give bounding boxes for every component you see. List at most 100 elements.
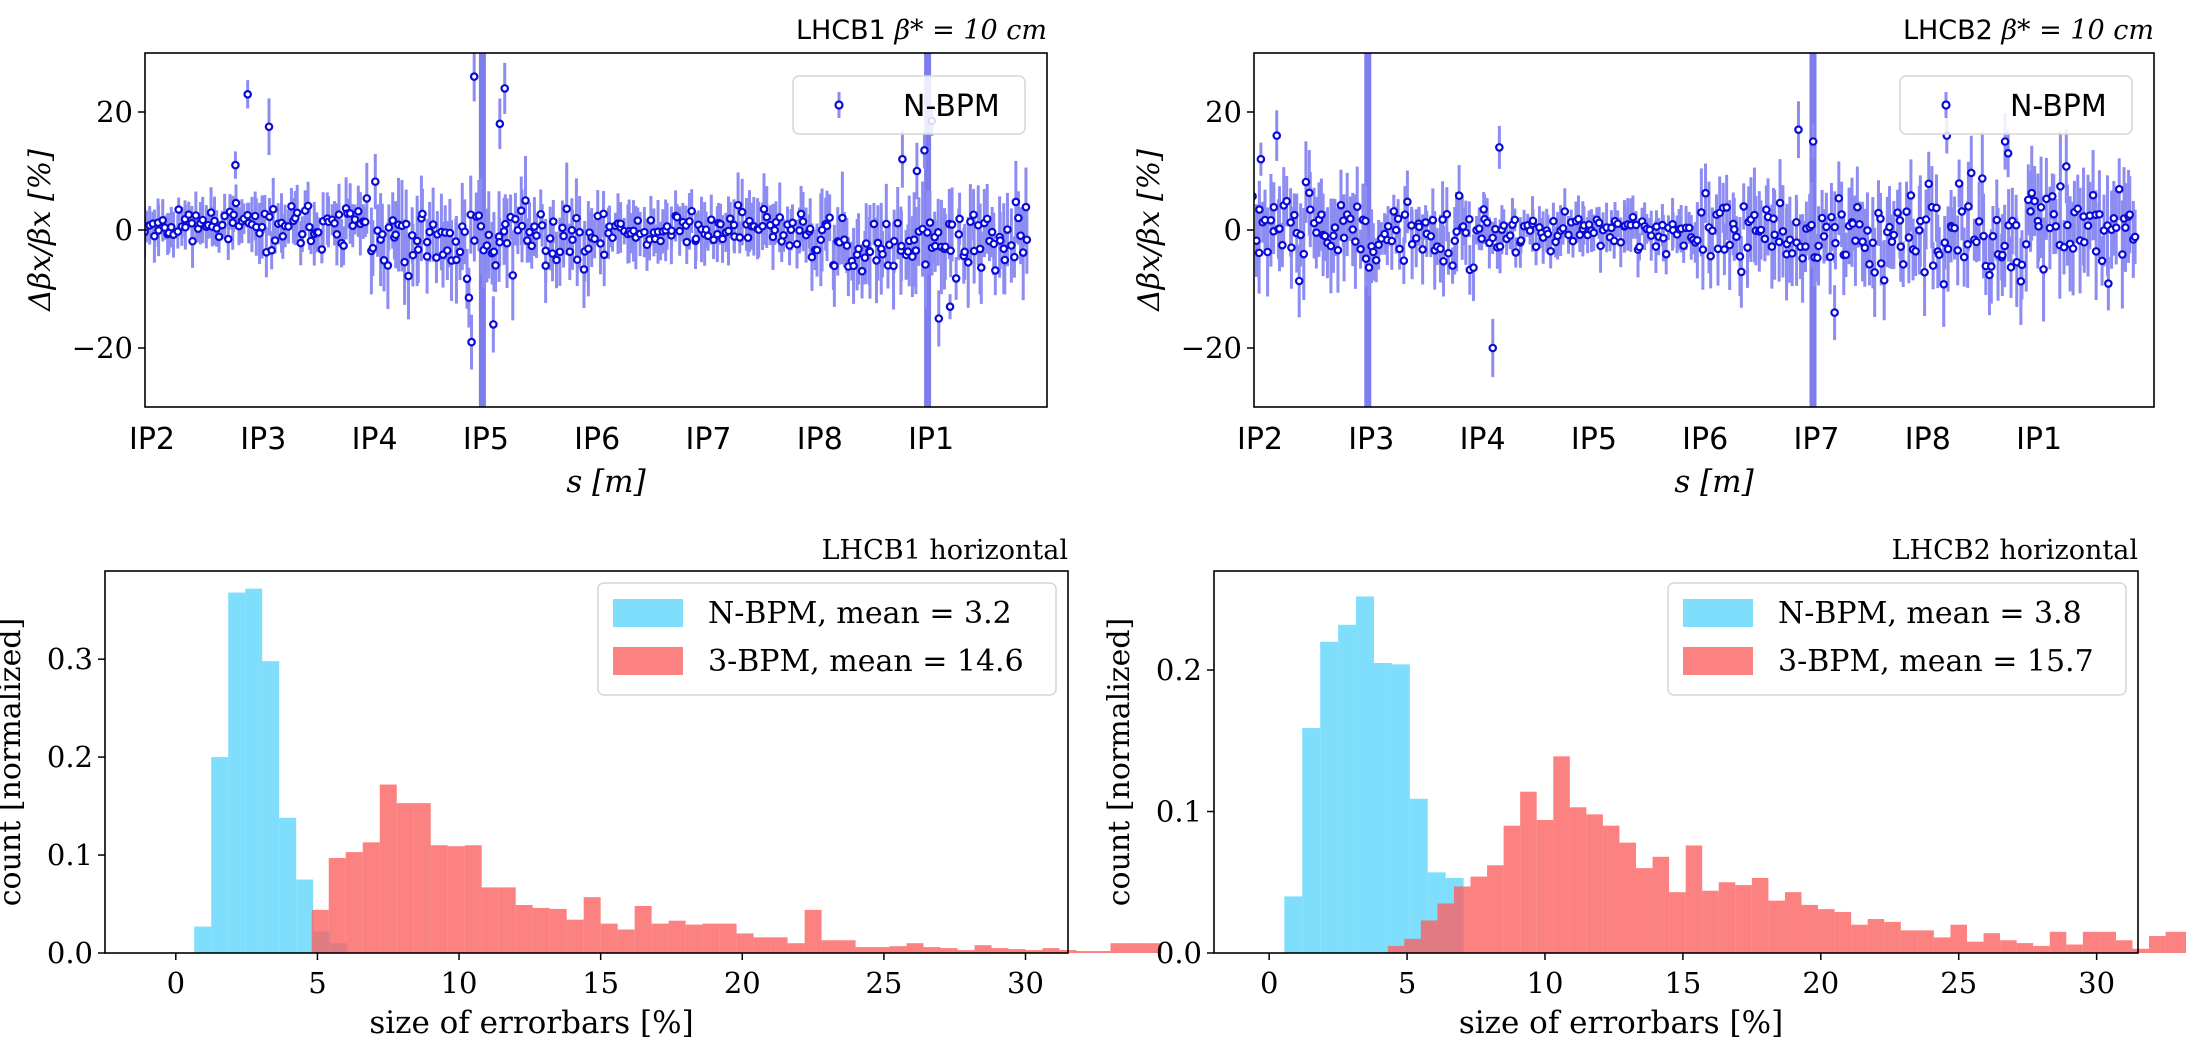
legend-box [1899,75,2133,135]
histogram-bar [1751,878,1769,953]
data-point [1841,250,1851,260]
data-point [1992,215,2002,225]
x-tick-label: IP4 [1460,422,1506,457]
histogram-bar [702,923,720,953]
data-point [451,237,461,246]
data-point [1505,231,1515,240]
legend-box [792,75,1026,135]
data-point [2026,207,2035,216]
data-point [1351,237,1360,246]
data-point [1296,230,1305,240]
data-point [243,90,252,99]
data-point [724,226,733,236]
histogram-bar [1076,951,1094,953]
histogram-bar [549,908,567,953]
data-point [2063,220,2072,230]
data-point [1760,234,1770,244]
data-point [822,221,832,231]
histogram-bar [1470,876,1488,953]
data-point [495,237,504,247]
data-point [303,201,313,211]
data-point [1290,210,1299,220]
data-point [1851,236,1860,245]
data-point [925,218,935,227]
data-point [878,249,887,259]
data-point [1889,230,1899,240]
data-point [685,217,694,226]
histogram-bar [1387,945,1405,953]
data-point [1963,240,1972,249]
histogram-bar [787,943,805,953]
histogram-bar [262,661,280,953]
data-point [1294,276,1304,286]
histogram-bar [2182,931,2186,953]
data-point [370,177,380,186]
data-point [1906,191,1916,200]
data-point [495,119,505,129]
data-point [264,122,274,132]
data-point [2118,250,2127,259]
data-point [345,209,355,218]
histogram-bar [770,937,788,953]
data-point [796,209,806,219]
legend-box [1667,582,2127,696]
data-point [1834,193,1844,203]
histogram-bar [1834,911,1852,953]
data-point [1855,219,1864,229]
data-point [368,243,378,253]
data-point [1299,249,1309,259]
data-point [1546,246,1555,256]
data-point [1825,252,1835,262]
data-point [1361,254,1371,263]
data-point [1469,263,1478,272]
histogram-bar [1619,842,1637,953]
data-point [470,236,479,245]
data-point [1018,248,1028,257]
data-point [1974,217,1984,226]
data-point [2011,220,2021,230]
histogram-bar [1503,825,1521,953]
data-point [1275,224,1284,233]
data-point [250,211,260,221]
x-tick-label: 15 [1664,966,1701,1000]
data-point [1007,241,1016,250]
lhcb2-hist-axes-frame [1213,570,2139,954]
x-tick-label: 15 [582,966,619,1000]
data-point [1701,188,1710,198]
data-point [1333,245,1343,255]
data-point [1387,236,1397,246]
data-point [350,215,360,224]
data-point [1016,231,1025,240]
data-point [737,207,747,217]
histogram-bar [1373,662,1392,953]
data-point [599,209,608,219]
data-point [1454,191,1464,201]
data-point [511,214,520,224]
data-point [422,252,432,261]
data-point [1827,212,1836,222]
data-point [548,249,557,258]
data-point [2104,279,2113,288]
histogram-bar [447,846,465,953]
histogram-bar [2082,931,2100,953]
x-tick-label: IP3 [1348,422,1394,457]
data-point [1646,231,1656,240]
histogram-bar [2049,931,2067,953]
data-point [706,215,716,224]
data-point [1414,222,1424,232]
histogram-bar [1636,868,1653,953]
data-point [525,227,534,237]
y-tick-label: 0.0 [1156,936,1202,970]
x-tick-label: IP2 [1237,422,1283,457]
data-point [1616,238,1626,247]
data-point [1525,226,1535,235]
data-point [1743,243,1752,252]
data-point [491,261,500,270]
data-point [1729,225,1739,234]
data-point [158,216,168,225]
data-point [1928,261,1938,270]
data-point [229,210,238,220]
data-point [243,210,252,220]
data-point [1488,233,1497,243]
lhcb1-beating-plot-area [145,53,1032,407]
